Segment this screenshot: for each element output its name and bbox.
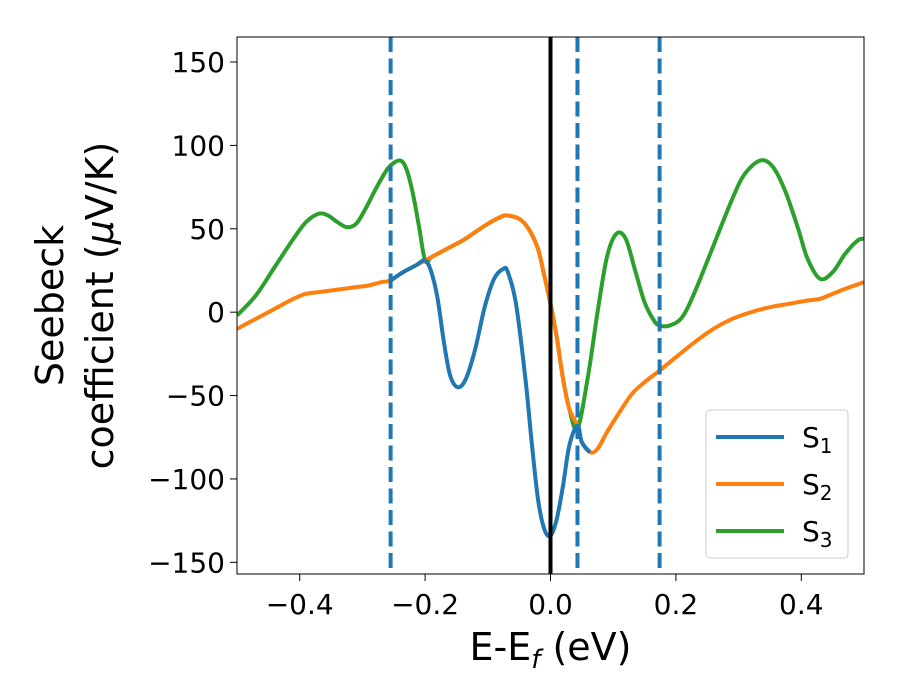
- y-tick-label: 100: [172, 129, 225, 162]
- series-line-s2: [237, 213, 864, 455]
- y-axis-label-mu: μ: [78, 220, 122, 245]
- legend-label-s1: S1: [802, 421, 833, 458]
- y-tick-label: −100: [148, 463, 225, 496]
- y-tick-label: −50: [166, 380, 225, 413]
- x-axis-label: E-Ef (eV): [470, 625, 632, 675]
- x-tick-label: −0.4: [266, 588, 334, 621]
- x-axis-label-unit: (eV): [540, 625, 631, 669]
- x-tick-label: 0.4: [779, 588, 824, 621]
- y-axis-label-line2: coefficient (μV/K): [78, 142, 122, 470]
- legend-label-s2: S2: [802, 468, 833, 505]
- legend-label-s3: S3: [802, 515, 833, 552]
- y-axis-label-line1: Seebeck: [28, 225, 72, 386]
- series-line-s1: [389, 258, 592, 539]
- x-tick-label: 0.2: [654, 588, 699, 621]
- y-tick-label: 150: [172, 46, 225, 79]
- y-axis-label-prefix: coefficient (: [78, 244, 122, 469]
- x-tick-label: 0.0: [528, 588, 573, 621]
- y-axis-label-suffix: V/K): [78, 142, 122, 221]
- y-axis-label: Seebeck coefficient (μV/K): [28, 142, 122, 470]
- y-tick-label: 0: [207, 296, 225, 329]
- x-tick-label: −0.2: [391, 588, 459, 621]
- y-tick-label: −150: [148, 546, 225, 579]
- y-tick-label: 50: [189, 213, 225, 246]
- legend: S1 S2 S3: [705, 409, 849, 559]
- x-axis-label-main: E-E: [470, 625, 532, 669]
